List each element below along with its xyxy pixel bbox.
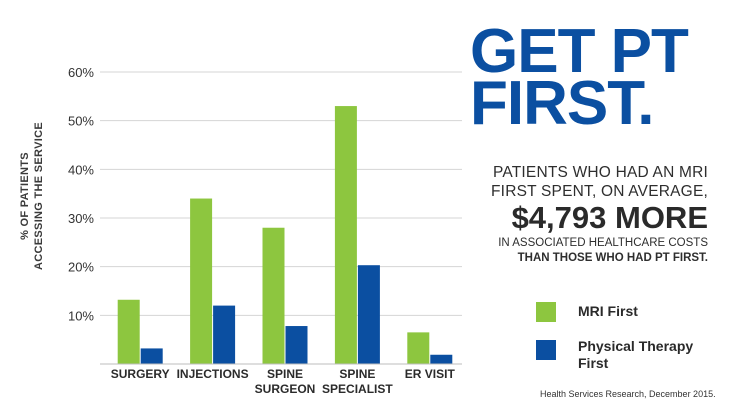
y-tick-label: 30% [68, 211, 94, 226]
legend-swatch-mri [536, 302, 556, 322]
bar-mri-first [262, 227, 285, 364]
legend-swatch-pt [536, 340, 556, 360]
bar-pt-first [140, 348, 163, 364]
y-tick-label: 20% [68, 260, 94, 275]
y-tick-label: 50% [68, 114, 94, 129]
y-tick-label: 10% [68, 308, 94, 323]
bar-pt-first [430, 354, 453, 364]
bar-pt-first [285, 326, 308, 364]
y-tick-label: 40% [68, 162, 94, 177]
bar-pt-first [213, 305, 236, 364]
legend-label-pt: Physical Therapy First [578, 338, 718, 372]
statement-line3: IN ASSOCIATED HEALTHCARE COSTS [498, 237, 708, 249]
bars [117, 106, 453, 365]
x-category-label: SPINE SPECIALIST [322, 367, 393, 396]
x-category-label: INJECTIONS [177, 367, 249, 381]
cost-amount: $4,793 MORE [511, 200, 708, 235]
headline: GET PT FIRST. [470, 17, 720, 138]
gridlines [100, 71, 462, 316]
y-axis-label: % OF PATIENTS ACCESSING THE SERVICE [19, 122, 45, 270]
y-axis-label-line: % OF PATIENTS [19, 152, 31, 240]
bar-mri-first [407, 332, 430, 364]
y-tick-label: 60% [68, 65, 94, 80]
y-axis-label-line: ACCESSING THE SERVICE [33, 122, 45, 270]
bar-mri-first [334, 106, 357, 365]
statement-line1: PATIENTS WHO HAD AN MRI [492, 164, 708, 181]
headline-line1: GET PT [470, 17, 689, 86]
y-axis-ticks: 10% 20% 30% 40% 50% 60% [68, 65, 94, 323]
statement-line2: FIRST SPENT, ON AVERAGE, [491, 183, 708, 200]
bar-pt-first [357, 265, 380, 364]
x-category-label: ER VISIT [405, 367, 456, 381]
bar-chart: % OF PATIENTS ACCESSING THE SERVICE 10% 20… [19, 65, 462, 396]
bar-mri-first [117, 299, 140, 364]
source-note: Health Services Research, December 2015. [540, 389, 716, 399]
bar-mri-first [190, 198, 213, 364]
headline-line2: FIRST. [470, 69, 654, 138]
cost-statement: PATIENTS WHO HAD AN MRI FIRST SPENT, ON … [472, 163, 708, 265]
legend-label-pt-line2: First [578, 355, 609, 371]
x-category-label: SURGERY [111, 367, 170, 381]
statement-line4: THAN THOSE WHO HAD PT FIRST. [517, 252, 708, 264]
legend-label-mri: MRI First [578, 303, 638, 319]
legend-label-pt-line1: Physical Therapy [578, 338, 694, 354]
x-category-label: SPINE SURGEON [255, 367, 316, 396]
